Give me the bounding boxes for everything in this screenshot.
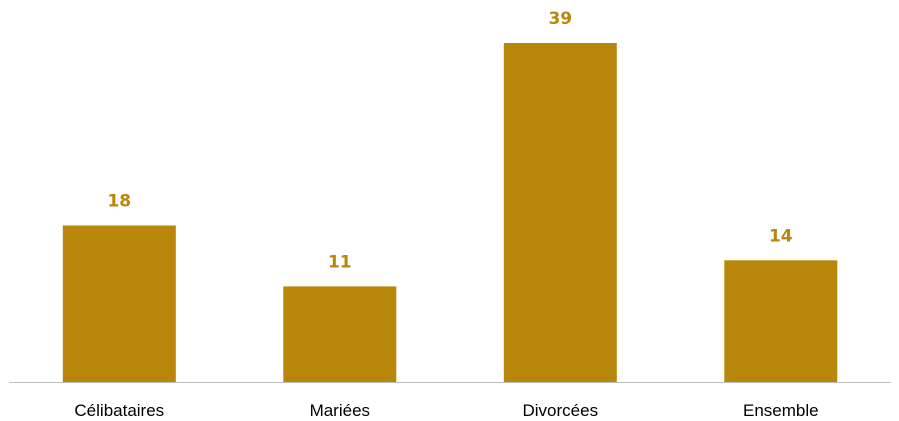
bar-0 [62,225,176,382]
value-labels-group: 18 11 39 14 [107,9,792,272]
category-label-2: Divorcées [523,401,599,420]
category-label-3: Ensemble [743,401,819,420]
bars-group [62,43,838,382]
data-label-0: 18 [107,192,131,212]
category-label-0: Célibataires [74,401,164,420]
data-label-2: 39 [548,9,572,29]
bar-3 [724,260,838,382]
category-label-1: Mariées [310,401,370,420]
data-label-1: 11 [328,252,352,272]
category-labels-group: Célibataires Mariées Divorcées Ensemble [74,401,818,420]
data-label-3: 14 [769,226,793,246]
bar-2 [503,43,617,382]
bar-1 [283,286,397,382]
